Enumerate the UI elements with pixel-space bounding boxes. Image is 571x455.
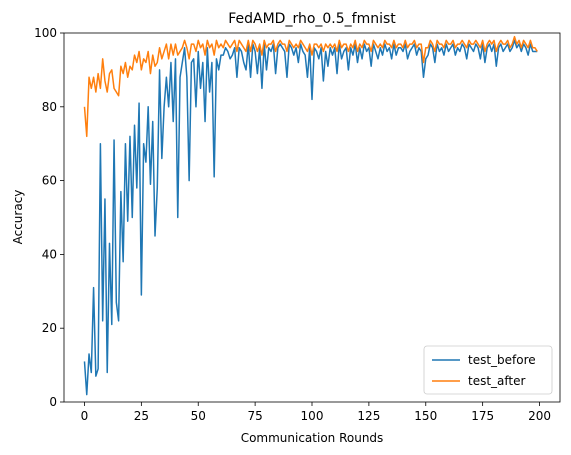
legend-box [423,345,553,395]
x-tick-label: 150 [414,409,437,423]
y-axis-label: Accuracy [11,190,25,245]
y-tick-label: 100 [34,26,57,40]
y-tick-label: 40 [42,247,57,261]
legend-label-test-after: test_after [468,374,526,388]
x-tick-label: 25 [134,409,149,423]
x-tick-label: 50 [191,409,206,423]
y-tick-label: 20 [42,321,57,335]
plot-area: 0 25 50 75 100 125 150 175 200 0 20 40 60 80 100 [34,26,561,423]
series-line-test-after [83,35,538,138]
x-axis-label: Communication Rounds [241,431,384,445]
y-tick-label: 60 [42,174,57,188]
chart-title: FedAMD_rho_0.5_fmnist [228,11,396,27]
x-tick-label: 0 [81,409,89,423]
series-line-test-before [83,39,538,396]
legend-label-test-before: test_before [468,353,536,367]
y-tick-label: 0 [49,395,57,409]
x-tick-label: 125 [357,409,380,423]
y-tick-label: 80 [42,100,57,114]
x-tick-label: 75 [247,409,262,423]
legend: test_before test_after [423,345,553,395]
x-tick-label: 200 [528,409,551,423]
x-tick-label: 175 [471,409,494,423]
x-tick-label: 100 [301,409,324,423]
